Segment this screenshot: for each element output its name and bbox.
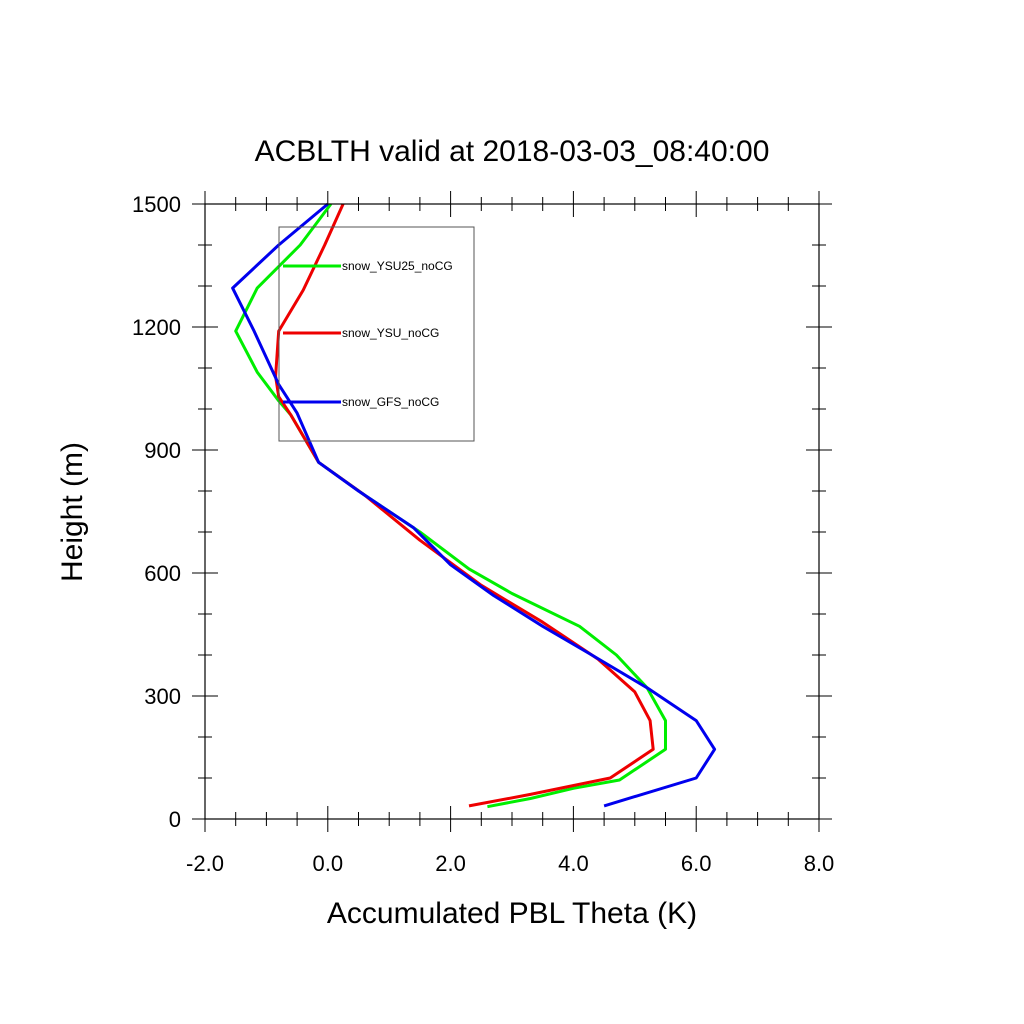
series-line-1 [234, 203, 667, 809]
y-tick-label: 1500 [132, 192, 181, 217]
x-tick-label: -2.0 [186, 851, 224, 876]
y-tick-label: 0 [169, 807, 181, 832]
x-tick-label: 6.0 [681, 851, 712, 876]
x-tick-label: 4.0 [558, 851, 589, 876]
x-tick-label: 2.0 [435, 851, 466, 876]
y-axis-title: Height (m) [56, 442, 89, 582]
series-line-3 [231, 202, 717, 808]
y-tick-label: 900 [144, 438, 181, 463]
chart-title: ACBLTH valid at 2018-03-03_08:40:00 [255, 135, 770, 168]
axis-ticks [192, 191, 832, 832]
legend-label: snow_GFS_noCG [342, 395, 439, 409]
legend-label: snow_YSU_noCG [342, 326, 439, 340]
plot-frame [204, 203, 820, 820]
x-axis-title: Accumulated PBL Theta (K) [327, 897, 697, 930]
series-line-2 [274, 203, 655, 808]
legend-box [278, 226, 475, 442]
y-tick-label: 1200 [132, 315, 181, 340]
legend: snow_YSU25_noCG snow_YSU_noCG snow_GFS_noC… [278, 226, 475, 442]
y-tick-label: 600 [144, 561, 181, 586]
x-tick-label: 0.0 [313, 851, 344, 876]
legend-label: snow_YSU25_noCG [342, 259, 453, 273]
axis-tick-labels: -2.0 0.0 2.0 4.0 6.0 8.0 0 300 600 900 1200 1500 [132, 192, 834, 876]
x-tick-label: 8.0 [804, 851, 835, 876]
y-tick-label: 300 [144, 684, 181, 709]
